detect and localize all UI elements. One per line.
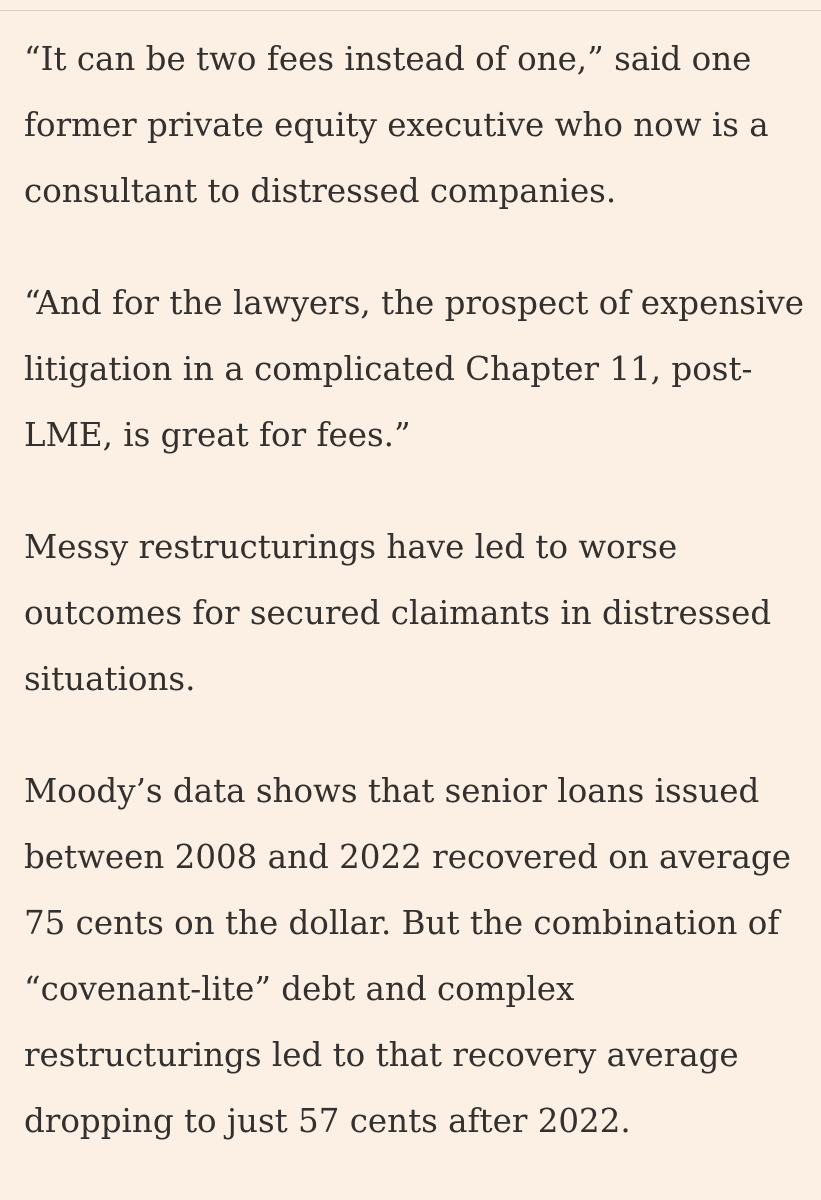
paragraph-quote-fees: “It can be two fees instead of one,” sai… <box>24 40 769 210</box>
top-divider <box>0 0 821 11</box>
paragraph-quote-lawyers: “And for the lawyers, the prospect of ex… <box>24 284 804 454</box>
paragraph-moodys-data: Moody’s data shows that senior loans iss… <box>24 772 791 1140</box>
paragraph-messy-restructurings: Messy restructurings have led to worse o… <box>24 528 772 698</box>
article-body: “It can be two fees instead of one,” sai… <box>24 26 814 1154</box>
